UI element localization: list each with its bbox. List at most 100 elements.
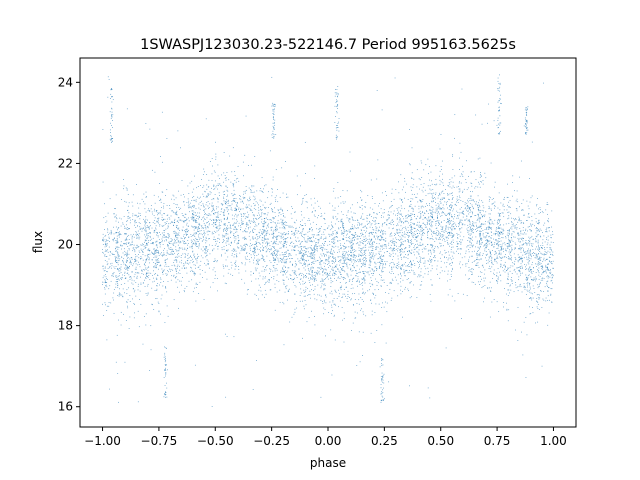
data-point	[475, 246, 476, 248]
data-point	[248, 214, 250, 216]
data-point	[115, 208, 116, 210]
data-point	[441, 215, 443, 216]
data-point	[131, 258, 133, 260]
data-point	[147, 210, 149, 212]
data-point	[225, 207, 227, 208]
data-point	[216, 240, 218, 242]
data-point	[113, 266, 115, 268]
data-point	[420, 213, 422, 215]
data-point	[404, 236, 406, 238]
data-point	[483, 223, 485, 225]
data-point	[284, 243, 285, 244]
data-point	[321, 278, 323, 280]
data-point	[174, 240, 176, 242]
data-point	[205, 213, 206, 214]
data-point	[286, 244, 287, 245]
data-point	[235, 226, 236, 228]
data-point	[314, 202, 316, 204]
data-point	[477, 219, 479, 220]
data-point	[186, 218, 188, 220]
data-point	[443, 220, 445, 221]
data-point	[371, 280, 372, 281]
data-point	[127, 218, 129, 220]
data-point	[207, 226, 209, 227]
data-point	[151, 259, 153, 261]
data-point	[123, 258, 125, 260]
data-point	[321, 260, 323, 262]
data-point	[343, 228, 344, 229]
data-point	[227, 203, 229, 204]
data-point	[428, 216, 430, 218]
data-point	[216, 261, 218, 263]
data-point	[275, 228, 277, 230]
data-point	[267, 207, 269, 208]
data-point	[442, 199, 443, 200]
data-point	[407, 217, 408, 219]
data-point	[212, 250, 213, 252]
data-point	[447, 273, 449, 275]
data-point	[471, 211, 473, 213]
data-point	[147, 270, 149, 272]
data-point	[390, 262, 392, 263]
data-point	[242, 161, 244, 163]
data-point	[435, 194, 436, 195]
data-point	[322, 253, 324, 255]
data-point	[352, 228, 354, 230]
data-point	[192, 258, 194, 260]
data-point	[203, 185, 205, 187]
data-point	[295, 246, 296, 248]
data-point	[443, 234, 445, 236]
data-point	[431, 216, 433, 218]
data-point	[472, 212, 473, 213]
data-point	[174, 230, 176, 232]
data-point	[136, 238, 138, 239]
data-point	[365, 249, 367, 251]
data-point	[323, 268, 325, 270]
data-point	[150, 205, 152, 207]
data-point	[145, 245, 147, 246]
data-point	[193, 207, 195, 209]
data-point	[206, 226, 208, 228]
data-point	[499, 221, 501, 223]
data-point	[362, 247, 364, 249]
data-point	[162, 220, 164, 221]
data-point	[226, 228, 228, 229]
data-point	[264, 261, 266, 262]
data-point	[276, 239, 278, 240]
data-point	[370, 299, 372, 301]
data-point	[103, 240, 105, 242]
data-point	[471, 231, 473, 233]
data-point	[181, 229, 183, 231]
data-point	[444, 213, 446, 215]
data-point	[153, 230, 155, 232]
data-point	[281, 224, 283, 226]
data-point	[193, 214, 195, 216]
data-point	[143, 245, 145, 247]
data-point	[447, 294, 449, 296]
data-point	[363, 238, 365, 240]
data-point	[373, 271, 375, 273]
data-point	[429, 264, 430, 265]
data-point	[168, 271, 169, 273]
data-point	[139, 218, 141, 220]
data-point	[181, 180, 183, 181]
data-point	[307, 263, 309, 265]
data-point	[154, 273, 156, 275]
data-point	[220, 203, 222, 205]
data-point	[496, 240, 498, 242]
data-point	[424, 224, 426, 226]
data-point	[204, 231, 206, 233]
data-point	[421, 248, 423, 250]
data-point	[491, 257, 493, 259]
data-point	[153, 242, 154, 244]
data-point	[231, 209, 233, 211]
data-point	[485, 243, 486, 245]
data-point	[410, 231, 412, 232]
data-point	[138, 207, 140, 209]
data-point	[495, 239, 497, 241]
data-point	[488, 257, 490, 259]
data-point	[391, 222, 393, 224]
data-point	[241, 222, 243, 224]
data-point	[124, 233, 126, 234]
data-point	[405, 226, 407, 228]
